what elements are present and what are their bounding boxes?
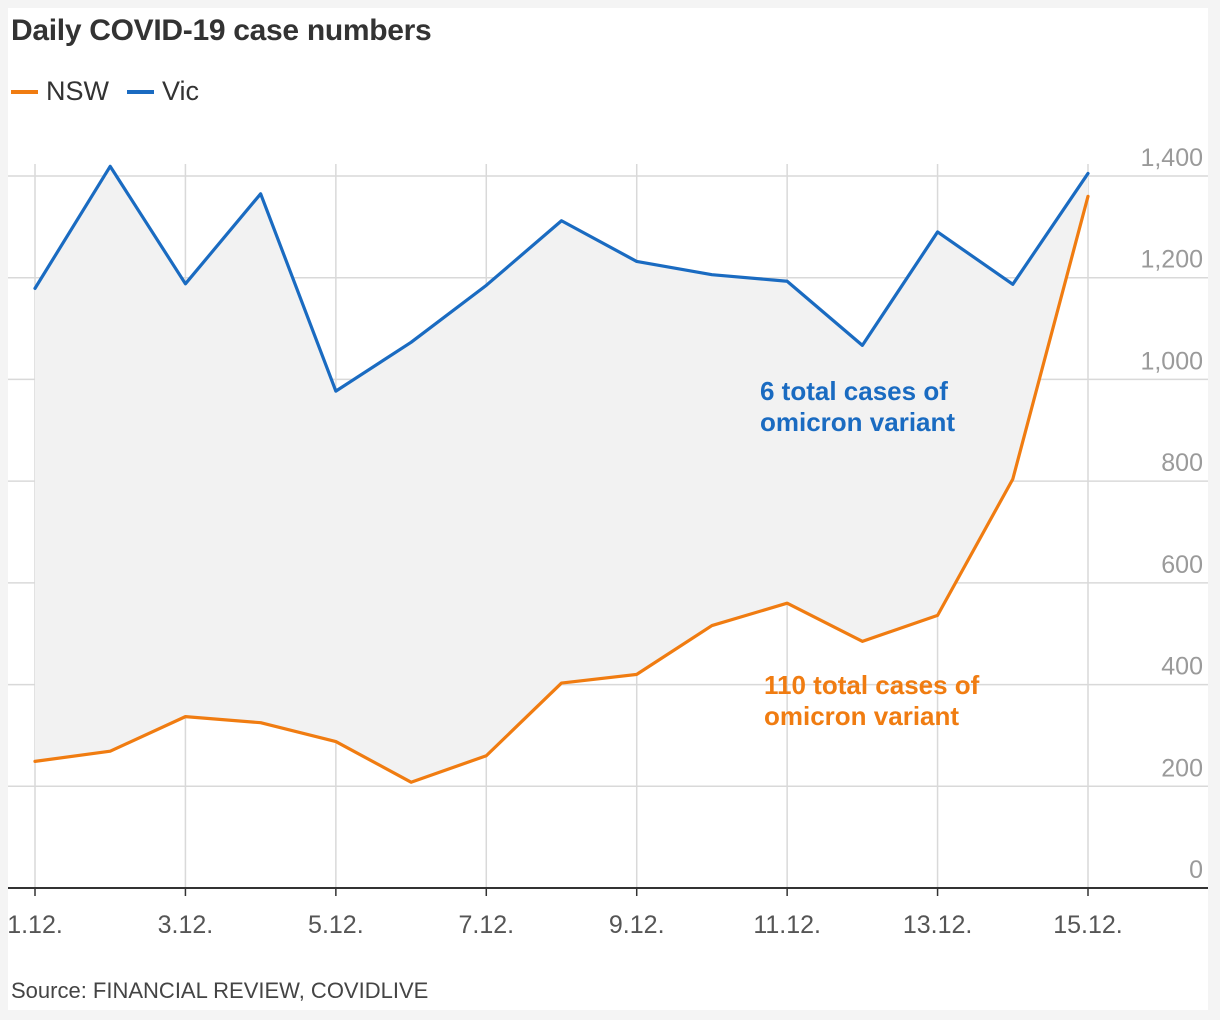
chart-title: Daily COVID-19 case numbers <box>11 14 432 47</box>
y-tick-label: 1,400 <box>1140 144 1203 172</box>
chart-plot: 0 200 400 600 800 1,000 1,200 1,400 1.12. 3.12. 5.… <box>8 144 1208 939</box>
y-tick-label: 1,200 <box>1140 246 1203 274</box>
x-tick-label: 3.12. <box>158 911 214 939</box>
x-tick-label: 7.12. <box>458 911 514 939</box>
y-tick-label: 1,000 <box>1140 347 1203 375</box>
legend-item-nsw: NSW <box>11 76 109 107</box>
annotation-line: 6 total cases of <box>760 376 948 406</box>
y-tick-label: 600 <box>1161 551 1203 579</box>
legend-label-nsw: NSW <box>46 76 109 106</box>
annotation-line: omicron variant <box>760 407 955 437</box>
y-tick-label: 400 <box>1161 653 1203 681</box>
y-tick-label: 0 <box>1189 856 1203 884</box>
legend-swatch-nsw <box>11 89 38 94</box>
x-tick-label: 11.12. <box>753 911 821 939</box>
y-tick-label: 200 <box>1161 754 1203 782</box>
annotation-line: omicron variant <box>764 701 959 731</box>
legend-item-vic: Vic <box>127 76 199 107</box>
annotation-line: 110 total cases of <box>764 670 980 700</box>
x-tick-label: 13.12. <box>903 911 973 939</box>
legend-label-vic: Vic <box>162 76 200 106</box>
source-note: Source: FINANCIAL REVIEW, COVIDLIVE <box>11 978 429 1003</box>
x-tick-label: 15.12. <box>1053 911 1123 939</box>
x-tick-label: 5.12. <box>308 911 364 939</box>
chart-card: Daily COVID-19 case numbers NSW Vic 0 200… <box>8 8 1208 1010</box>
shaded-area-between-series <box>35 166 1088 783</box>
legend-swatch-vic <box>127 89 154 94</box>
legend: NSW Vic <box>11 76 217 107</box>
x-tick-label: 1.12. <box>8 911 63 939</box>
series-line-nsw <box>33 194 1090 784</box>
series-line-vic <box>33 164 1090 393</box>
y-tick-label: 800 <box>1161 449 1203 477</box>
x-tick-label: 9.12. <box>609 911 665 939</box>
